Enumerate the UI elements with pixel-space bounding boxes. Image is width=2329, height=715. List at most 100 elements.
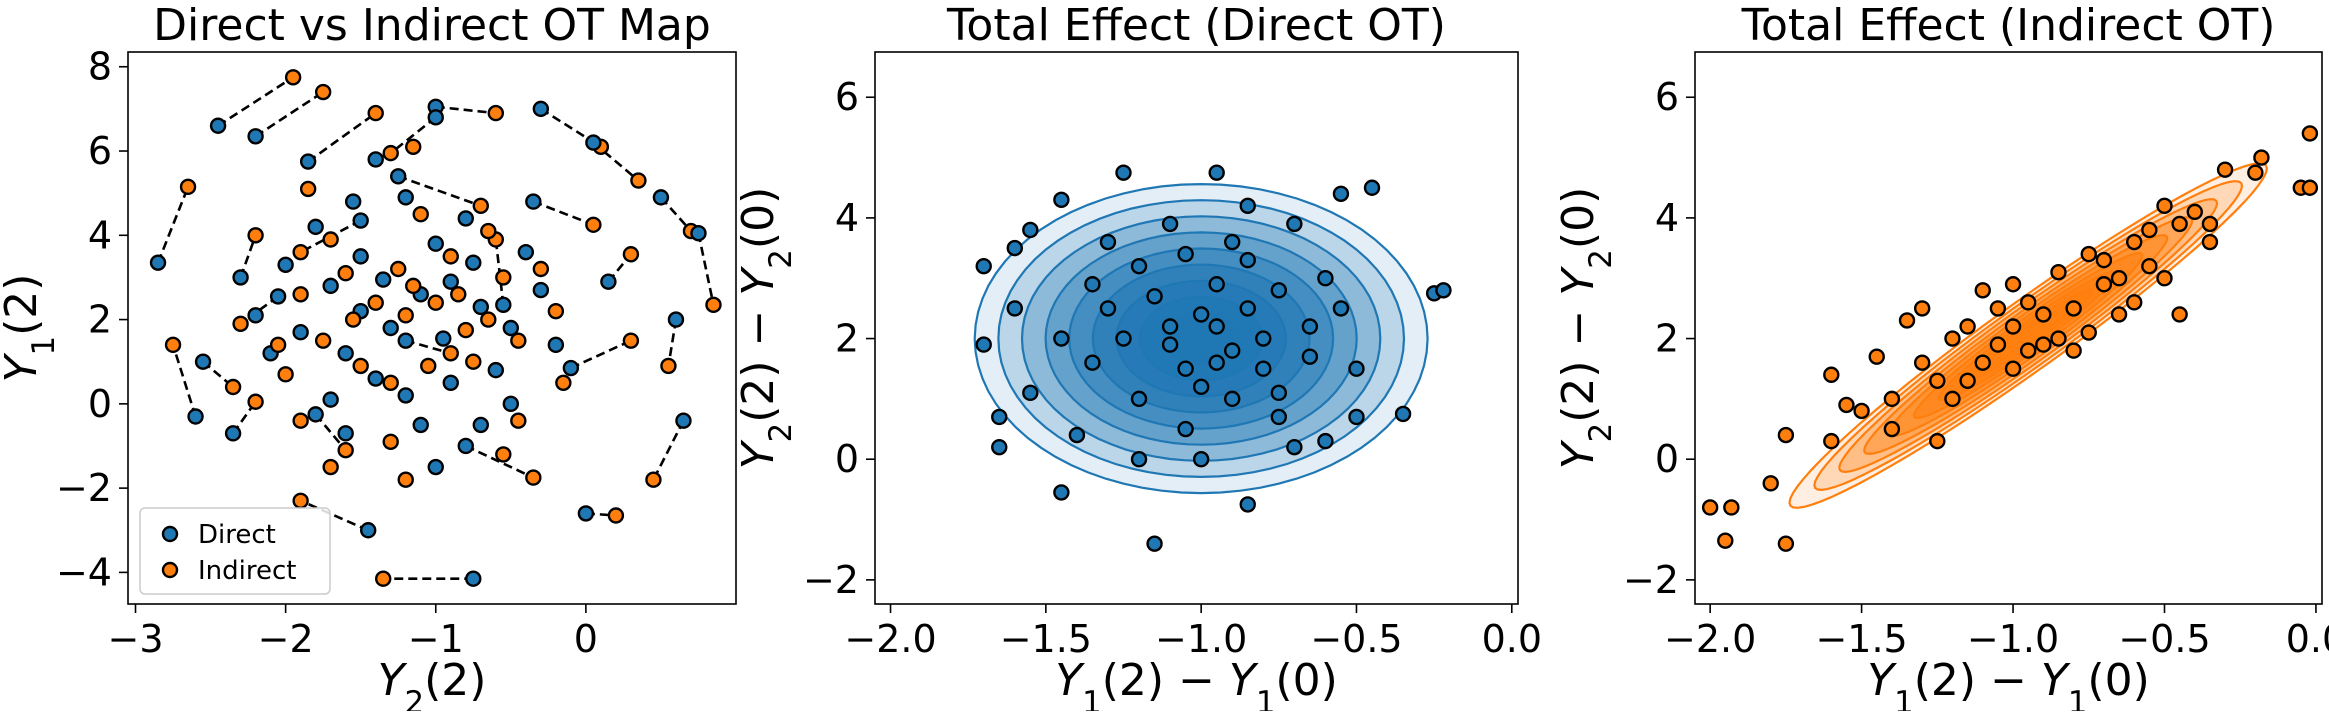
point-60 [975, 336, 992, 353]
direct-point-extra-13 [487, 361, 505, 379]
direct-point-4 [652, 189, 670, 206]
y-tick-label: 4 [1655, 196, 1679, 240]
connector-27 [397, 175, 482, 208]
point-57 [1208, 354, 1225, 371]
point-8 [1823, 432, 1840, 450]
x-tick-label: −2.0 [1664, 617, 1756, 661]
indirect-point-extra-16 [442, 248, 459, 265]
point-60 [2201, 215, 2219, 233]
direct-point-7 [675, 412, 692, 429]
direct-point-2 [532, 100, 550, 118]
direct-point-extra-18 [397, 189, 414, 206]
indirect-point-29 [224, 378, 242, 396]
point-53 [1959, 318, 1976, 335]
point-4 [1762, 475, 1779, 492]
direct-point-19 [397, 332, 414, 349]
direct-point-extra-14 [307, 218, 324, 236]
indirect-point-9 [375, 570, 392, 587]
connector-13 [156, 186, 190, 264]
point-10 [1130, 390, 1148, 408]
point-9 [1115, 164, 1132, 181]
point-30 [2171, 215, 2188, 233]
x-tick-label: −1.5 [1815, 617, 1907, 661]
y-axis-label: Y1(2) [0, 274, 62, 383]
y-tick-label: 2 [1655, 317, 1679, 361]
indirect-point-10 [292, 492, 309, 509]
direct-point-extra-29 [517, 243, 535, 261]
direct-point-extra-10 [367, 370, 384, 387]
direct-point-14 [209, 117, 227, 134]
scatter-points [975, 164, 1452, 552]
y-tick-label: 2 [88, 298, 112, 342]
direct-point-extra-22 [532, 281, 550, 299]
direct-point-extra-1 [277, 256, 294, 273]
point-19 [1255, 330, 1272, 347]
point-21 [1286, 215, 1303, 233]
direct-point-extra-21 [502, 395, 520, 413]
direct-point-13 [149, 254, 167, 271]
point-7 [1823, 366, 1840, 383]
point-17 [1974, 282, 1991, 299]
direct-point-28 [525, 193, 542, 210]
direct-point-10 [359, 522, 377, 539]
legend-marker-direct [161, 525, 179, 543]
point-12 [1898, 312, 1916, 329]
x-tick-label: −1.0 [1967, 617, 2059, 661]
indirect-point-extra-5 [427, 294, 444, 311]
x-axis-label: Y2(2) [378, 655, 487, 711]
indirect-point-extra-2 [337, 265, 354, 282]
indirect-point-extra-8 [510, 332, 527, 349]
direct-point-23 [307, 406, 324, 423]
point-41 [1115, 330, 1132, 347]
direct-point-extra-23 [292, 324, 309, 341]
indirect-point-extra-12 [420, 357, 437, 375]
indirect-point-7 [645, 471, 662, 488]
point-19 [2004, 318, 2022, 335]
point-62 [1348, 408, 1365, 426]
point-13 [1177, 360, 1194, 377]
y-axis-label: Y2(2) − Y2(0) [733, 187, 799, 470]
point-14 [1192, 306, 1210, 323]
indirect-point-extra-15 [390, 260, 407, 278]
point-4 [1006, 300, 1023, 317]
indirect-point-17 [382, 144, 399, 162]
point-3 [1723, 499, 1740, 516]
indirect-point-6 [660, 357, 677, 375]
point-24 [2080, 245, 2097, 263]
point-31 [2186, 203, 2203, 221]
indirect-point-8 [607, 507, 625, 524]
indirect-point-extra-1 [292, 286, 309, 303]
direct-point-25 [600, 273, 617, 290]
point-37 [1068, 426, 1086, 444]
legend-label-indirect: Indirect [198, 556, 296, 586]
point-59 [1929, 372, 1946, 389]
point-23 [1317, 432, 1334, 450]
direct-point-extra-31 [427, 458, 444, 476]
point-32 [2201, 233, 2219, 251]
direct-point-extra-19 [322, 391, 339, 408]
indirect-point-1 [487, 104, 505, 122]
point-51 [1130, 451, 1148, 468]
indirect-point-extra-6 [450, 286, 467, 303]
point-26 [1348, 360, 1365, 377]
direct-point-12 [187, 408, 204, 425]
y-tick-label: 6 [88, 129, 112, 173]
direct-point-20 [495, 296, 512, 314]
connector-1 [435, 105, 496, 115]
indirect-point-extra-18 [412, 206, 429, 223]
indirect-point-extra-23 [269, 336, 287, 354]
point-1 [975, 257, 992, 275]
connector-7 [652, 420, 685, 481]
connector-5 [697, 232, 715, 306]
point-36 [1286, 438, 1303, 456]
point-45 [1255, 360, 1272, 377]
indirect-point-16 [367, 104, 384, 122]
indirect-point-26 [232, 315, 249, 332]
point-52 [2050, 330, 2067, 347]
direct-point-extra-28 [344, 193, 362, 210]
point-38 [1161, 215, 1179, 233]
direct-point-18 [352, 212, 369, 229]
direct-point-extra-12 [442, 374, 459, 391]
indirect-point-extra-3 [367, 294, 384, 311]
